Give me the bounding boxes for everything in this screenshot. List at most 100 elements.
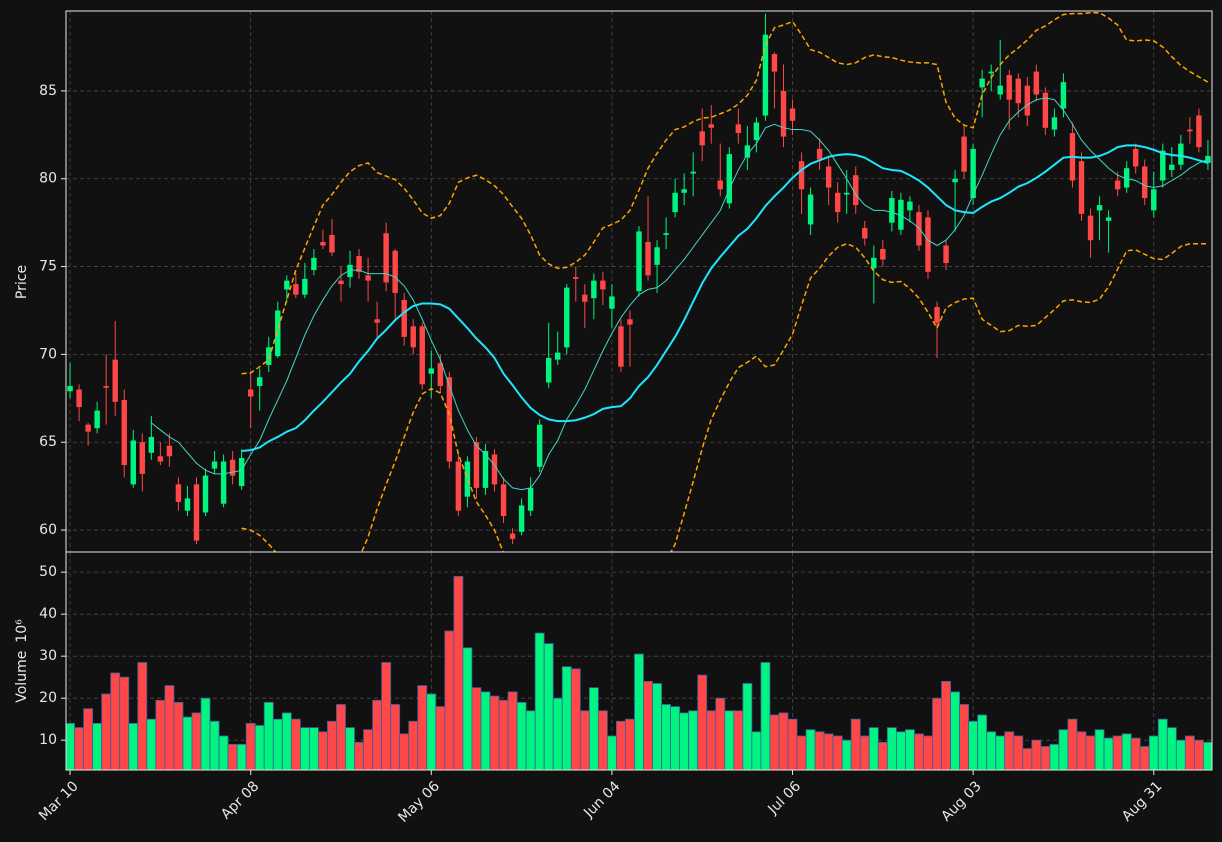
volume-bar	[1040, 746, 1051, 770]
price-axis-label: Price	[14, 265, 30, 299]
candle-body	[238, 458, 245, 487]
candle-body	[500, 484, 507, 516]
volume-bar	[760, 662, 771, 770]
candle-body	[1033, 71, 1040, 95]
candle-body	[338, 280, 344, 285]
volume-bars	[66, 575, 1212, 770]
volume-bar	[281, 712, 292, 770]
y-tick-label: 65	[39, 434, 57, 450]
volume-bar	[209, 720, 220, 770]
volume-bar	[372, 699, 383, 770]
volume-bar	[706, 710, 717, 770]
candle-body	[564, 287, 570, 348]
candle-body	[609, 296, 615, 309]
volume-bar	[245, 722, 256, 770]
candle-body	[374, 319, 380, 323]
candle-body	[717, 180, 723, 190]
candle-body	[699, 131, 705, 146]
volume-bar	[128, 722, 139, 770]
candle-body	[690, 171, 696, 174]
volume-bar	[877, 741, 888, 770]
candle-body	[266, 347, 272, 365]
overlay-lines	[151, 12, 1209, 552]
volume-bar	[263, 701, 274, 770]
volume-bar	[354, 741, 364, 770]
volume-bar	[661, 704, 672, 770]
volume-bar	[516, 701, 527, 770]
candle-body	[627, 319, 633, 325]
candle-body	[545, 357, 552, 383]
candle-body	[365, 275, 371, 281]
candle-body	[943, 245, 949, 264]
overlay-line	[241, 144, 1209, 452]
volume-bar	[525, 710, 536, 770]
candle-body	[1187, 129, 1193, 132]
candle-body	[780, 90, 787, 137]
volume-bar	[408, 720, 419, 770]
volume-bar	[1067, 718, 1078, 770]
candle-body	[211, 461, 218, 469]
candle-body	[853, 175, 859, 206]
volume-bar	[1148, 735, 1159, 770]
volume-bar	[83, 708, 94, 770]
volume-bar	[697, 674, 708, 770]
candle-body	[455, 461, 462, 511]
candle-body	[536, 424, 543, 467]
volume-bar	[579, 710, 590, 770]
candle-body	[970, 148, 976, 199]
volume-bar	[1085, 735, 1096, 770]
candle-body	[645, 241, 651, 276]
candle-body	[753, 122, 760, 141]
volume-bar	[959, 704, 970, 770]
candle-body	[1087, 215, 1094, 241]
candle-body	[527, 487, 534, 511]
candle-body	[1123, 168, 1130, 188]
volume-bar	[1094, 729, 1105, 770]
candle-body	[320, 241, 326, 246]
volume-bar	[986, 731, 997, 770]
grid	[66, 11, 1212, 770]
volume-bar	[923, 735, 933, 770]
volume-bar	[841, 739, 852, 770]
candle-body	[789, 108, 796, 121]
volume-bar	[886, 727, 897, 770]
candle-body	[1024, 85, 1031, 116]
candle-body	[907, 201, 913, 211]
volume-bar	[471, 687, 482, 770]
volume-bar	[146, 718, 157, 770]
volume-bar	[1157, 718, 1168, 770]
volume-bar	[218, 735, 229, 770]
candle-body	[1160, 150, 1166, 181]
volume-bar	[814, 731, 825, 770]
volume-bar	[173, 701, 184, 770]
volume-bar	[507, 691, 518, 770]
candle-body	[925, 217, 931, 272]
candle-body	[184, 498, 191, 511]
candle-body	[518, 505, 525, 532]
candle-body	[726, 154, 733, 204]
candle-body	[356, 256, 362, 272]
candle-body	[1169, 164, 1175, 170]
candle-body	[401, 299, 407, 337]
volume-axis-label: Volume 10⁶	[14, 619, 30, 703]
candle-body	[600, 280, 606, 290]
candle-body	[843, 192, 850, 195]
volume-bar	[308, 727, 319, 770]
volume-bar	[552, 697, 563, 770]
candle-body	[229, 459, 236, 476]
volume-bar	[787, 718, 798, 770]
candle-body	[862, 227, 868, 239]
volume-bar	[381, 662, 392, 770]
candle-body	[889, 198, 895, 223]
volume-bar	[327, 720, 337, 770]
volume-bar	[968, 720, 979, 770]
y-tick-label: 60	[39, 522, 57, 538]
volume-bar	[1121, 733, 1132, 770]
candle-body	[708, 124, 714, 128]
candle-body	[247, 389, 254, 397]
volume-bar	[191, 712, 202, 770]
volume-bar	[733, 710, 744, 770]
y-tick-label: 40	[39, 606, 57, 622]
candle-body	[834, 192, 841, 213]
volume-bar	[670, 706, 681, 770]
